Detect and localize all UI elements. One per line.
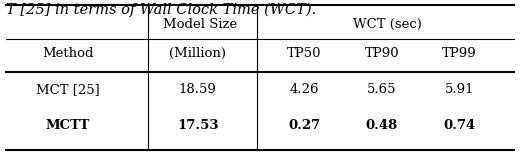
Text: TP50: TP50: [287, 47, 321, 60]
Text: TP99: TP99: [443, 47, 477, 60]
Text: 18.59: 18.59: [179, 83, 217, 96]
Text: 17.53: 17.53: [177, 119, 218, 132]
Text: MCTT: MCTT: [46, 119, 90, 132]
Text: TP90: TP90: [365, 47, 399, 60]
Text: 5.65: 5.65: [367, 83, 397, 96]
Text: Method: Method: [42, 47, 94, 60]
Text: 0.74: 0.74: [444, 119, 476, 132]
Text: T [25] in terms of Wall Clock Time (WCT).: T [25] in terms of Wall Clock Time (WCT)…: [6, 2, 316, 17]
Text: 4.26: 4.26: [289, 83, 319, 96]
Text: MCT [25]: MCT [25]: [36, 83, 100, 96]
Text: 0.27: 0.27: [288, 119, 320, 132]
Text: 5.91: 5.91: [445, 83, 474, 96]
Text: (Million): (Million): [170, 47, 226, 60]
Text: WCT (sec): WCT (sec): [353, 18, 422, 31]
Text: 0.48: 0.48: [366, 119, 398, 132]
Text: Model Size: Model Size: [163, 18, 238, 31]
